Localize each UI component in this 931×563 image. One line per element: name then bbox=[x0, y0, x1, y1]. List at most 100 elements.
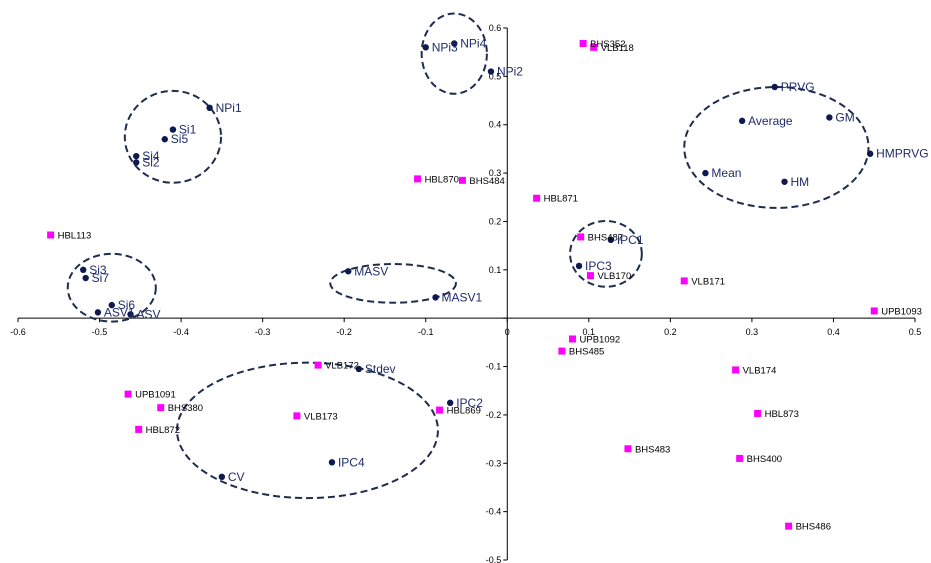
genotype-label: BHS400 bbox=[747, 454, 782, 465]
y-tick-label: -0.3 bbox=[486, 458, 502, 468]
stability-index-label: CV bbox=[228, 470, 245, 484]
genotype-label: VLB172 bbox=[325, 361, 359, 372]
stability-index-label: NPi1 bbox=[216, 101, 242, 115]
genotype-point bbox=[732, 366, 739, 373]
stability-index-point bbox=[432, 294, 438, 300]
y-tick-label: -0.2 bbox=[486, 410, 502, 420]
y-tick-label: 0.4 bbox=[489, 120, 502, 130]
genotype-point bbox=[558, 348, 565, 355]
stability-index-point bbox=[576, 263, 582, 269]
x-tick-label: 0.5 bbox=[909, 327, 922, 337]
x-tick-label: 0.4 bbox=[827, 327, 840, 337]
genotype-label: BHS485 bbox=[569, 347, 604, 358]
stability-index-label: HM bbox=[791, 175, 810, 189]
stability-index-point bbox=[488, 68, 494, 74]
x-tick-label: 0.3 bbox=[746, 327, 759, 337]
genotype-label: BHS380 bbox=[168, 403, 203, 414]
stability-index-point bbox=[133, 153, 139, 159]
stability-index-point bbox=[219, 474, 225, 480]
stability-index-label: MASV1 bbox=[442, 290, 483, 304]
stability-index-point bbox=[162, 136, 168, 142]
cluster-ellipse bbox=[684, 87, 868, 208]
stability-index-label: MASV bbox=[354, 264, 388, 278]
stability-index-label: Si2 bbox=[142, 155, 160, 169]
genotype-point bbox=[47, 231, 54, 238]
genotype-point bbox=[624, 445, 631, 452]
y-tick-label: -0.1 bbox=[486, 362, 502, 372]
stability-index-point bbox=[206, 105, 212, 111]
stability-index-point bbox=[82, 275, 88, 281]
x-tick-label: 0.2 bbox=[664, 327, 677, 337]
genotype-point bbox=[785, 523, 792, 530]
genotype-label: VLB118 bbox=[601, 43, 634, 54]
genotype-point bbox=[754, 410, 761, 417]
stability-index-label: Average bbox=[748, 114, 793, 128]
genotype-label: VLB171 bbox=[691, 276, 725, 287]
genotype-point bbox=[580, 40, 587, 47]
stability-index-label: PRVG bbox=[781, 80, 815, 94]
genotype-point bbox=[736, 455, 743, 462]
stability-index-label: IPC4 bbox=[338, 455, 365, 469]
stability-index-label: ASV bbox=[137, 307, 161, 321]
genotype-point bbox=[587, 272, 594, 279]
stability-index-label: Si5 bbox=[171, 132, 189, 146]
x-tick-label: -0.3 bbox=[255, 327, 271, 337]
stability-index-label: NPi2 bbox=[497, 65, 523, 79]
genotype-label: BHS486 bbox=[796, 522, 831, 533]
genotype-point bbox=[577, 233, 584, 240]
genotype-label: VLB173 bbox=[304, 411, 338, 422]
genotype-point bbox=[157, 404, 164, 411]
cluster-ellipses bbox=[68, 13, 869, 498]
x-tick-label: -0.6 bbox=[10, 327, 26, 337]
genotype-point bbox=[871, 307, 878, 314]
stability-index-point bbox=[329, 459, 335, 465]
x-tick-label: -0.1 bbox=[418, 327, 434, 337]
stability-index-point bbox=[133, 159, 139, 165]
stability-index-point bbox=[345, 268, 351, 274]
genotype-label: BHS487 bbox=[588, 232, 623, 243]
genotype-label: BHS484 bbox=[469, 176, 504, 187]
stability-index-label: Mean bbox=[711, 166, 741, 180]
stability-index-label: Si7 bbox=[92, 271, 110, 285]
stability-index-label: GM bbox=[835, 110, 854, 124]
genotype-point bbox=[315, 362, 322, 369]
genotype-point bbox=[414, 175, 421, 182]
stability-index-label: NPi4 bbox=[460, 36, 486, 50]
stability-index-point bbox=[781, 179, 787, 185]
genotype-point bbox=[681, 277, 688, 284]
x-tick-label: -0.5 bbox=[92, 327, 108, 337]
stability-index-point bbox=[423, 44, 429, 50]
x-tick-label: -0.2 bbox=[336, 327, 352, 337]
genotype-label: UPB1091 bbox=[135, 390, 176, 401]
genotype-label: UPB1093 bbox=[881, 306, 922, 317]
stability-index-label: HMPRVG bbox=[876, 147, 928, 161]
genotype-point bbox=[533, 195, 540, 202]
genotype-point bbox=[135, 426, 142, 433]
genotype-point bbox=[125, 391, 132, 398]
y-tick-label: -0.4 bbox=[486, 507, 502, 517]
cluster-ellipse bbox=[177, 363, 438, 498]
genotype-label: VLB174 bbox=[743, 365, 777, 376]
genotype-point bbox=[436, 407, 443, 414]
genotype-label: HBL873 bbox=[765, 409, 799, 420]
genotype-point bbox=[459, 177, 466, 184]
y-tick-label: 0.2 bbox=[489, 216, 502, 226]
genotype-label: BHS483 bbox=[635, 444, 670, 455]
stability-index-label: Si6 bbox=[118, 298, 136, 312]
stability-index-point bbox=[867, 151, 873, 157]
genotype-label: HBL870 bbox=[425, 174, 459, 185]
genotype-label: VLB170 bbox=[597, 271, 631, 282]
genotype-point bbox=[293, 412, 300, 419]
stability-index-point bbox=[772, 84, 778, 90]
stability-index-point bbox=[739, 118, 745, 124]
x-tick-label: 0 bbox=[505, 327, 510, 337]
genotype-label: UPB1092 bbox=[580, 334, 621, 345]
stability-index-point bbox=[702, 170, 708, 176]
genotype-label: HBL113 bbox=[58, 230, 92, 241]
x-tick-label: -0.4 bbox=[173, 327, 189, 337]
genotype-label: HBL871 bbox=[544, 194, 578, 205]
stability-index-label: Stdev bbox=[365, 362, 396, 376]
y-tick-label: -0.5 bbox=[486, 555, 502, 563]
genotype-label: HBL872 bbox=[146, 425, 180, 436]
